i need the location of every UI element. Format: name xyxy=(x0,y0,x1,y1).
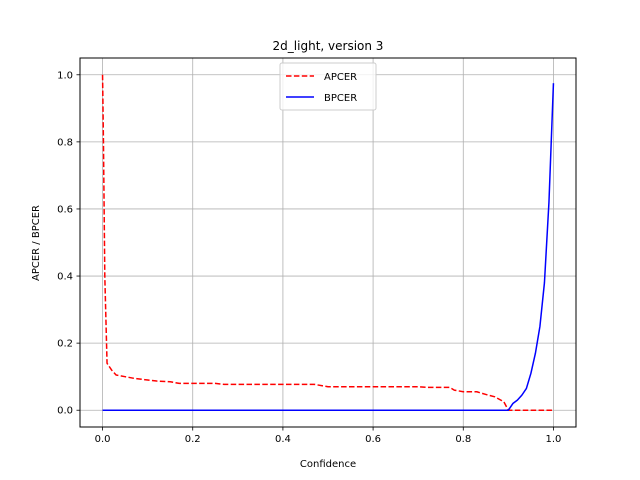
legend-box xyxy=(279,62,377,111)
legend-apcer-label: APCER xyxy=(324,72,357,83)
plot-frame xyxy=(79,57,577,428)
y-tick-label: 1.0 xyxy=(57,70,73,81)
x-axis-label: Confidence xyxy=(300,459,356,470)
x-tick-label: 0.0 xyxy=(95,434,111,445)
x-tick-label: 0.2 xyxy=(185,434,201,445)
y-tick-label: 0.4 xyxy=(57,272,73,283)
x-tick-label: 0.6 xyxy=(365,434,381,445)
y-tick-label: 0.0 xyxy=(57,406,73,417)
series-layer xyxy=(101,74,555,411)
y-tick-label: 0.8 xyxy=(57,137,73,148)
series-apcer-line xyxy=(101,74,554,411)
legend: APCER BPCER xyxy=(279,62,377,111)
y-axis-label: APCER / BPCER xyxy=(31,205,42,281)
grid xyxy=(80,58,576,427)
y-tick-label: 0.6 xyxy=(57,204,73,215)
legend-bpcer-label: BPCER xyxy=(324,93,357,104)
y-tick-label: 0.2 xyxy=(57,339,73,350)
ticks: 0.0 0.2 0.4 0.6 0.8 1.0 0.0 0.2 0.4 0.6 0.8 1.0 xyxy=(57,70,561,445)
x-tick-label: 1.0 xyxy=(546,434,562,445)
x-tick-label: 0.4 xyxy=(275,434,291,445)
x-tick-label: 0.8 xyxy=(455,434,471,445)
series-bpcer-line xyxy=(102,83,555,411)
chart-title: 2d_light, version 3 xyxy=(273,39,384,53)
